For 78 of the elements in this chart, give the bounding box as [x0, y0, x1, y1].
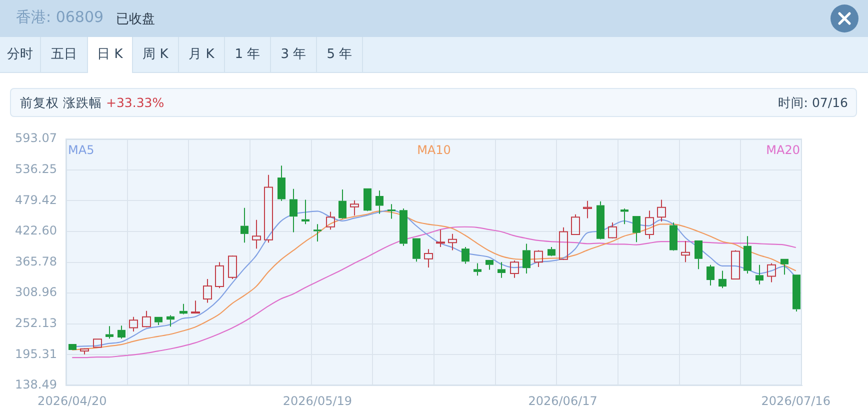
- x-tick-label: 2026/06/17: [528, 394, 598, 408]
- candlestick: [706, 264, 714, 286]
- candlestick: [278, 165, 286, 202]
- candlestick: [93, 338, 102, 348]
- tab: 分时: [0, 37, 41, 72]
- candlestick: [106, 326, 114, 340]
- y-tick-label: 536.25: [15, 162, 57, 176]
- candlestick: [68, 344, 76, 350]
- tab: 1 年: [225, 37, 271, 72]
- tab: 5 年: [317, 37, 363, 72]
- candlestick: [203, 278, 212, 304]
- candlestick: [388, 204, 396, 220]
- candlestick: [596, 200, 604, 239]
- candlestick: [522, 243, 530, 274]
- candlestick: [608, 222, 617, 238]
- text: 时间: 07/16: [778, 95, 848, 112]
- candlestick: [548, 246, 556, 256]
- candlestick: [302, 199, 310, 225]
- candlestick: [154, 316, 162, 326]
- tab: 日 K: [88, 37, 133, 73]
- y-tick-label: 365.78: [15, 254, 57, 268]
- chart-subtitle: 已收盘: [116, 11, 155, 28]
- text: MA20: [766, 143, 800, 158]
- candlestick: [252, 219, 261, 250]
- candlestick: [412, 238, 420, 262]
- candlestick: [424, 248, 433, 268]
- x-tick-label: 2026/04/20: [38, 394, 107, 408]
- line-series: [72, 226, 796, 358]
- candlestick: [400, 208, 408, 246]
- text: +33.33%: [106, 95, 164, 110]
- candlestick: [780, 258, 788, 276]
- text: MA10: [417, 143, 451, 158]
- candlestick: [350, 200, 359, 216]
- candlestick: [180, 303, 188, 314]
- chart-title: 香港: 06809: [16, 8, 104, 27]
- text: 前复权 涨跌幅: [20, 95, 102, 110]
- candlestick: [474, 262, 482, 276]
- x-tick-label: 2026/05/19: [282, 394, 352, 408]
- candlestick: [744, 236, 752, 274]
- y-tick-label: 252.13: [15, 316, 57, 330]
- tab: 3 年: [271, 37, 317, 72]
- candlestick: [534, 250, 543, 268]
- candlestick: [376, 190, 384, 214]
- candlestick: [694, 240, 702, 270]
- y-tick-label: 422.60: [15, 224, 57, 238]
- y-tick-label: 195.31: [15, 346, 57, 361]
- candlestick: [240, 207, 248, 244]
- tab: 月 K: [179, 37, 225, 72]
- candlestick: [264, 174, 273, 244]
- candlestick: [364, 188, 372, 211]
- candlestick: [632, 216, 640, 243]
- candlestick: [657, 199, 666, 222]
- x-tick-label: 2026/07/16: [761, 394, 830, 408]
- tab: 周 K: [133, 37, 179, 72]
- candlestick: [583, 200, 592, 219]
- candlestick: [118, 325, 126, 340]
- candlestick: [718, 270, 726, 289]
- candlestick: [314, 224, 322, 242]
- y-tick-label: 308.96: [15, 285, 57, 300]
- candlestick: [166, 314, 174, 328]
- y-tick-label: 138.49: [15, 378, 57, 392]
- candlestick: [767, 262, 776, 283]
- candlestick: [462, 246, 470, 264]
- candlestick: [756, 264, 764, 285]
- candlestick: [670, 222, 678, 250]
- candlestick: [681, 240, 690, 263]
- candlestick: [498, 262, 506, 278]
- candlestick: [338, 188, 346, 218]
- candlestick: [448, 233, 457, 251]
- candlestick: [620, 208, 628, 225]
- text: MA5: [68, 143, 94, 158]
- candlestick: [645, 210, 654, 240]
- y-tick-label: 479.42: [15, 192, 57, 207]
- candlestick: [486, 260, 494, 270]
- y-tick-label: 593.07: [15, 131, 57, 146]
- candlestick: [191, 300, 200, 314]
- candlestick: [436, 229, 445, 248]
- candlestick: [290, 188, 298, 233]
